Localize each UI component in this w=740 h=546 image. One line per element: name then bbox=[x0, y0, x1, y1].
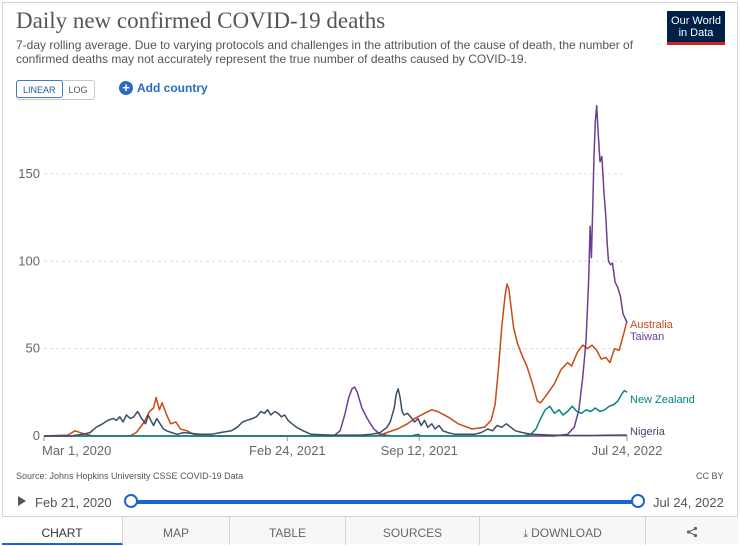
x-tick-label: Sep 12, 2021 bbox=[381, 443, 458, 458]
scale-toggle: LINEAR LOG bbox=[16, 80, 95, 100]
y-tick-label: 100 bbox=[18, 253, 40, 268]
add-country-label: Add country bbox=[137, 81, 208, 95]
x-tick-label: Jul 24, 2022 bbox=[592, 443, 663, 458]
license-link[interactable]: CC BY bbox=[696, 471, 724, 481]
plus-circle-icon: + bbox=[119, 81, 133, 95]
add-country-button[interactable]: + Add country bbox=[119, 81, 208, 95]
share-icon bbox=[686, 526, 698, 538]
logo-line-2: in Data bbox=[678, 27, 714, 39]
series-label-new-zealand[interactable]: New Zealand bbox=[630, 394, 695, 406]
series-line-australia[interactable] bbox=[43, 283, 628, 437]
linear-scale-button[interactable]: LINEAR bbox=[16, 80, 63, 98]
download-icon: ⤓ bbox=[523, 528, 529, 540]
tab-download[interactable]: ⤓ DOWNLOAD bbox=[480, 517, 646, 545]
series-line-nigeria[interactable] bbox=[44, 388, 627, 437]
timeline-end-handle[interactable] bbox=[631, 494, 645, 508]
timeline-end-label: Jul 24, 2022 bbox=[653, 495, 724, 510]
logo-line-1: Our World bbox=[671, 15, 721, 27]
timeline: Feb 21, 2020 Jul 24, 2022 bbox=[0, 490, 740, 516]
line-chart: 0 50 100 150 Mar 1, 2020 Feb 24, 2021 Sep 12, … bbox=[18, 104, 695, 458]
tab-map[interactable]: MAP bbox=[123, 517, 230, 545]
tab-download-label: DOWNLOAD bbox=[531, 526, 602, 540]
series-line-new-zealand[interactable] bbox=[44, 389, 628, 437]
tab-table[interactable]: TABLE bbox=[230, 517, 346, 545]
series-line-taiwan[interactable] bbox=[44, 104, 628, 437]
y-tick-label: 0 bbox=[33, 428, 40, 443]
play-icon[interactable] bbox=[18, 496, 26, 506]
tab-sources[interactable]: SOURCES bbox=[346, 517, 480, 545]
y-tick-label: 50 bbox=[26, 341, 40, 356]
x-tick-label: Mar 1, 2020 bbox=[42, 443, 111, 458]
share-button[interactable] bbox=[646, 517, 738, 545]
source-note: Source: Johns Hopkins University CSSE CO… bbox=[16, 471, 244, 481]
chart-subtitle: 7-day rolling average. Due to varying pr… bbox=[16, 38, 634, 66]
log-scale-button[interactable]: LOG bbox=[68, 85, 88, 95]
timeline-start-handle[interactable] bbox=[124, 494, 138, 508]
x-tick-label: Feb 24, 2021 bbox=[249, 443, 326, 458]
chart-title: Daily new confirmed COVID-19 deaths bbox=[16, 8, 386, 33]
tab-chart[interactable]: CHART bbox=[2, 517, 123, 545]
owid-logo[interactable]: Our World in Data bbox=[667, 11, 725, 45]
series-label-australia[interactable]: Australia bbox=[630, 319, 674, 331]
series-label-nigeria[interactable]: Nigeria bbox=[630, 426, 666, 438]
series-label-taiwan[interactable]: Taiwan bbox=[630, 331, 664, 343]
tab-bar: CHART MAP TABLE SOURCES ⤓ DOWNLOAD bbox=[2, 516, 738, 545]
timeline-track[interactable] bbox=[130, 500, 638, 504]
y-tick-label: 150 bbox=[18, 166, 40, 181]
timeline-start-label: Feb 21, 2020 bbox=[35, 495, 112, 510]
